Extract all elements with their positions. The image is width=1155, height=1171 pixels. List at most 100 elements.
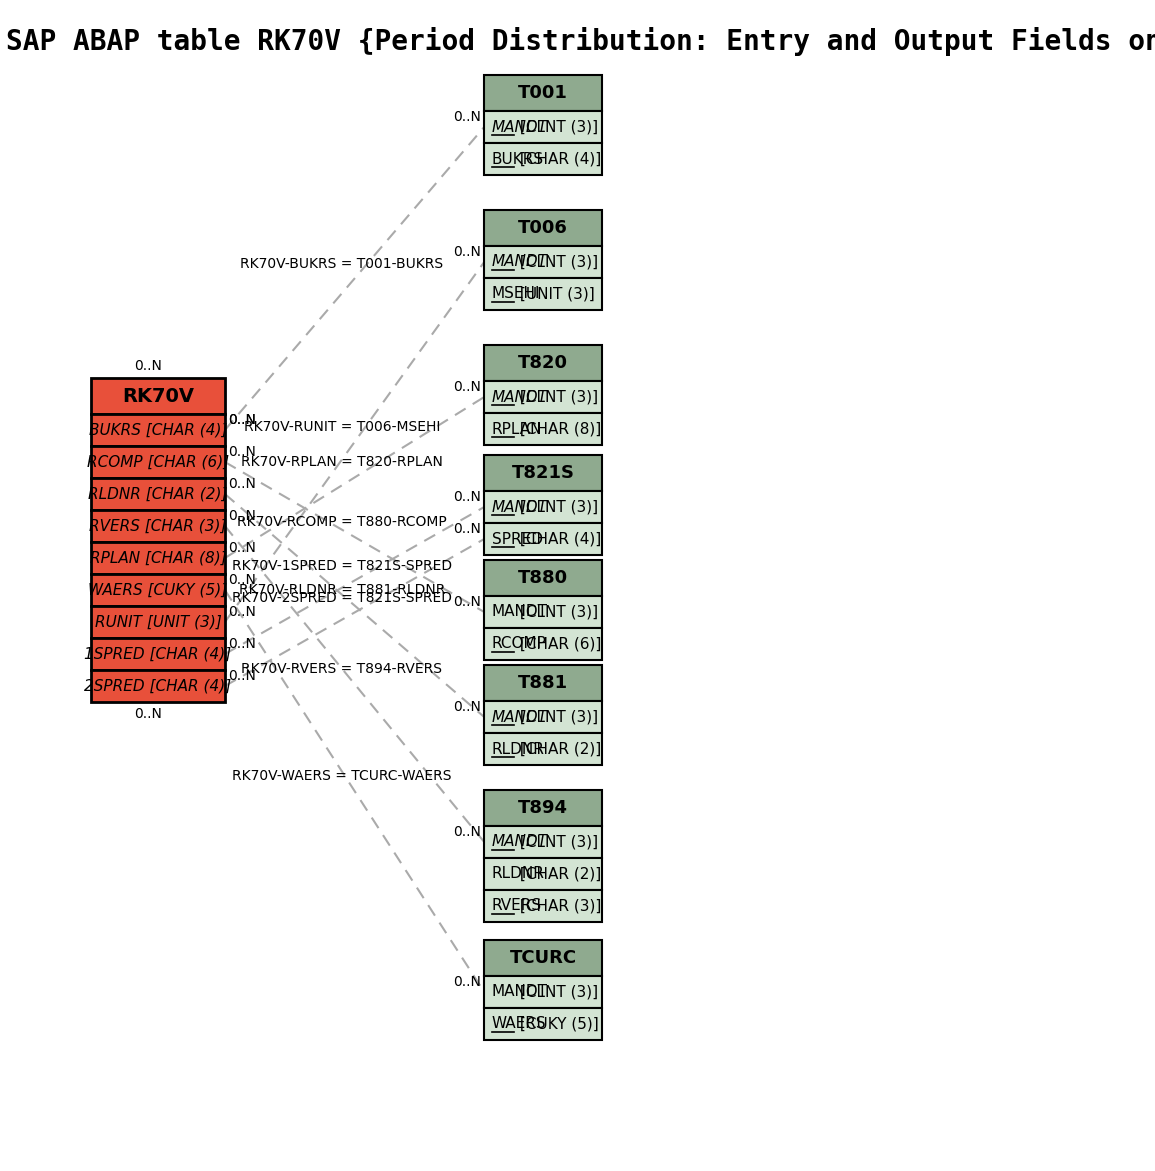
Text: MANDT: MANDT [492,985,547,1000]
Bar [91,542,225,574]
Text: [CLNT (3)]: [CLNT (3)] [515,119,598,135]
Bar [484,413,602,445]
Text: T820: T820 [519,354,568,372]
Text: 0..N: 0..N [228,477,256,491]
Text: TCURC: TCURC [509,949,576,967]
Bar [91,415,225,446]
Text: RK70V: RK70V [122,386,194,405]
Text: RUNIT [UNIT (3)]: RUNIT [UNIT (3)] [95,615,222,630]
Text: RK70V-BUKRS = T001-BUKRS: RK70V-BUKRS = T001-BUKRS [240,256,444,271]
Text: 0..N: 0..N [453,489,480,504]
Text: 0..N: 0..N [228,509,256,523]
Bar [484,665,602,701]
Text: [CHAR (8)]: [CHAR (8)] [515,422,601,437]
Bar [91,607,225,638]
Text: [UNIT (3)]: [UNIT (3)] [515,287,595,301]
Bar [484,345,602,381]
Bar [484,701,602,733]
Text: 0..N: 0..N [134,359,163,374]
Text: RK70V-RLDNR = T881-RLDNR: RK70V-RLDNR = T881-RLDNR [239,583,445,597]
Bar [484,210,602,246]
Text: MANDT: MANDT [492,390,547,404]
Text: 0..N: 0..N [228,605,256,619]
Text: SPRED: SPRED [492,532,543,547]
Bar [91,670,225,701]
Bar [484,975,602,1008]
Text: [CHAR (2)]: [CHAR (2)] [515,867,601,882]
Text: 0..N: 0..N [228,637,256,651]
Bar [484,381,602,413]
Text: 0..N: 0..N [228,413,256,427]
Text: MANDT: MANDT [492,604,547,619]
Text: 0..N: 0..N [453,595,480,609]
Bar [484,111,602,143]
Text: RK70V-RUNIT = T006-MSEHI: RK70V-RUNIT = T006-MSEHI [244,420,440,434]
Text: SAP ABAP table RK70V {Period Distribution: Entry and Output Fields on Screens}: SAP ABAP table RK70V {Period Distributio… [7,27,1155,56]
Bar [484,596,602,628]
Text: RVERS [CHAR (3)]: RVERS [CHAR (3)] [89,519,226,534]
Text: [CHAR (4)]: [CHAR (4)] [515,532,601,547]
Bar [91,446,225,478]
Text: RPLAN [CHAR (8)]: RPLAN [CHAR (8)] [90,550,226,566]
Bar [484,523,602,555]
Text: [CLNT (3)]: [CLNT (3)] [515,985,598,1000]
Text: T880: T880 [519,569,568,587]
Text: 0..N: 0..N [453,110,480,124]
Text: WAERS: WAERS [492,1016,546,1032]
Text: [CLNT (3)]: [CLNT (3)] [515,710,598,725]
Text: 1SPRED [CHAR (4)]: 1SPRED [CHAR (4)] [84,646,232,662]
Text: 2SPRED [CHAR (4)]: 2SPRED [CHAR (4)] [84,678,232,693]
Bar [484,560,602,596]
Text: MANDT: MANDT [492,254,547,269]
Bar [91,378,225,415]
Text: MANDT: MANDT [492,500,547,514]
Text: [CHAR (2)]: [CHAR (2)] [515,741,601,756]
Text: RK70V-RPLAN = T820-RPLAN: RK70V-RPLAN = T820-RPLAN [241,456,442,470]
Bar [91,574,225,607]
Bar [91,638,225,670]
Bar [484,278,602,310]
Bar [484,628,602,660]
Bar [484,1008,602,1040]
Bar [484,733,602,765]
Bar [484,890,602,922]
Text: MANDT: MANDT [492,835,547,849]
Bar [484,858,602,890]
Text: T894: T894 [519,799,568,817]
Bar [484,790,602,826]
Text: 0..N: 0..N [453,245,480,259]
Text: MANDT: MANDT [492,119,547,135]
Bar [484,826,602,858]
Text: [CHAR (3)]: [CHAR (3)] [515,898,601,913]
Text: 0..N: 0..N [453,700,480,714]
Text: 0..N: 0..N [228,413,256,427]
Bar [484,75,602,111]
Text: 0..N: 0..N [228,445,256,459]
Text: RK70V-RCOMP = T880-RCOMP: RK70V-RCOMP = T880-RCOMP [237,515,447,529]
Text: RPLAN: RPLAN [492,422,543,437]
Bar [484,491,602,523]
Text: 0..N: 0..N [453,975,480,989]
Text: 0..N: 0..N [228,541,256,555]
Text: RK70V-RVERS = T894-RVERS: RK70V-RVERS = T894-RVERS [241,662,442,676]
Text: 0..N: 0..N [453,381,480,393]
Text: [CLNT (3)]: [CLNT (3)] [515,604,598,619]
Text: [CLNT (3)]: [CLNT (3)] [515,390,598,404]
Text: T821S: T821S [512,464,575,482]
Text: T006: T006 [519,219,568,237]
Text: RLDNR: RLDNR [492,741,545,756]
Text: 0..N: 0..N [453,826,480,838]
Text: RVERS: RVERS [492,898,542,913]
Bar [484,456,602,491]
Text: WAERS [CUKY (5)]: WAERS [CUKY (5)] [89,582,228,597]
Text: [CLNT (3)]: [CLNT (3)] [515,835,598,849]
Text: MSEHI: MSEHI [492,287,541,301]
Text: BUKRS [CHAR (4)]: BUKRS [CHAR (4)] [89,423,228,438]
Text: T881: T881 [519,674,568,692]
Text: [CLNT (3)]: [CLNT (3)] [515,254,598,269]
Text: [CHAR (6)]: [CHAR (6)] [515,637,601,651]
Text: RK70V-1SPRED = T821S-SPRED: RK70V-1SPRED = T821S-SPRED [232,559,452,573]
Text: RCOMP [CHAR (6)]: RCOMP [CHAR (6)] [87,454,229,470]
Bar [91,478,225,511]
Text: RLDNR [CHAR (2)]: RLDNR [CHAR (2)] [88,486,228,501]
